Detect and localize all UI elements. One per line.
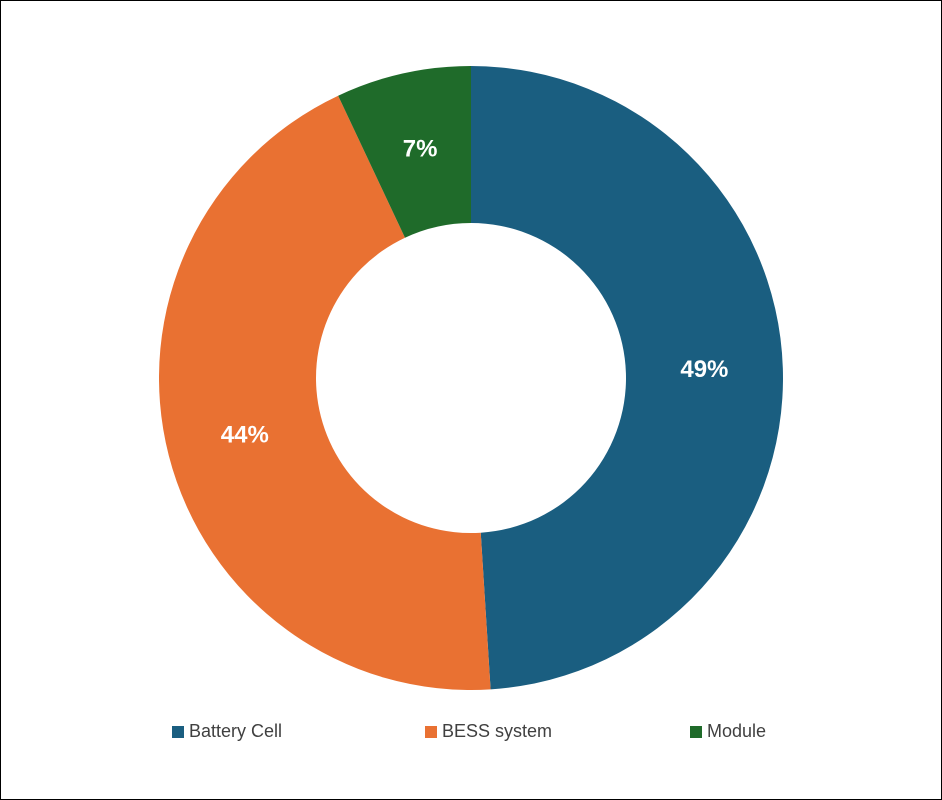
data-label: 44% xyxy=(221,421,269,448)
legend-swatch xyxy=(690,726,702,738)
data-label: 7% xyxy=(403,135,438,162)
legend-label: Module xyxy=(707,721,766,741)
data-label: 49% xyxy=(680,356,728,383)
legend-label: BESS system xyxy=(442,721,552,741)
donut-slice xyxy=(338,66,471,238)
donut-slice xyxy=(159,95,491,690)
legend-swatch xyxy=(425,726,437,738)
donut-slice xyxy=(471,66,783,690)
legend-label: Battery Cell xyxy=(189,721,282,741)
legend-swatch xyxy=(172,726,184,738)
